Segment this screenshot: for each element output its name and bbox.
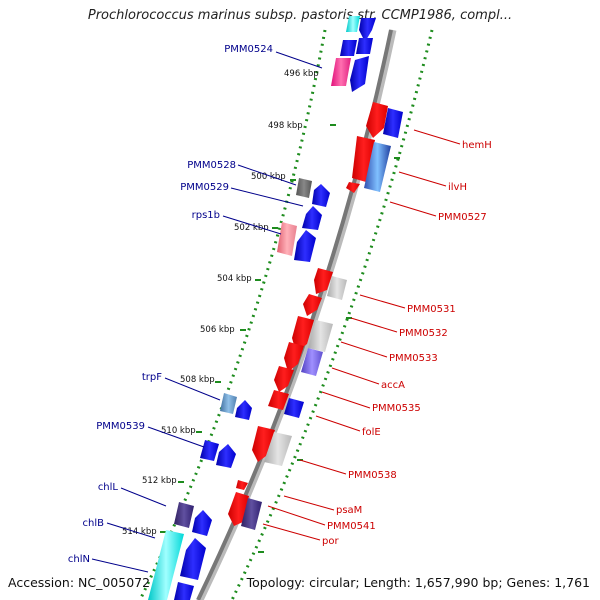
gene-block [292,316,314,352]
tick-label-496: 496 kbp [284,69,319,79]
gene-label-pmm0539[interactable]: PMM0539 [96,421,145,432]
gene-label-chln[interactable]: chlN [68,554,90,565]
gene-block [220,393,237,414]
gene-label-por[interactable]: por [322,536,339,547]
gene-label-ilvh[interactable]: ilvH [448,182,467,193]
gene-block [352,136,375,182]
gene-block [180,538,206,580]
gene-label-trpf[interactable]: trpF [142,372,162,383]
gene-block [174,582,194,600]
gene-block [356,38,373,54]
forward-dotted-track [138,29,327,600]
gene-label-pmm0532[interactable]: PMM0532 [399,328,448,339]
tick-label-504: 504 kbp [217,274,252,284]
gene-block [284,342,304,372]
gene-block [296,178,312,198]
gene-block [302,206,322,230]
gene-block [314,268,333,294]
gene-block [340,40,357,56]
gene-block [174,502,194,528]
gene-label-pmm0533[interactable]: PMM0533 [389,353,438,364]
forward-genes [148,16,376,600]
gene-label-pmm0527[interactable]: PMM0527 [438,212,487,223]
reverse-label-leaders [262,129,461,541]
gene-label-acca[interactable]: accA [381,380,405,391]
gene-label-chlb[interactable]: chlB [83,518,105,529]
gene-block [301,348,323,376]
gene-block [364,142,391,192]
gene-block [200,440,219,461]
tick-label-500: 500 kbp [251,172,286,182]
gene-label-pmm0538[interactable]: PMM0538 [348,470,397,481]
gene-block [350,56,369,92]
gene-label-hemh[interactable]: hemH [462,140,492,151]
gene-label-rps1b[interactable]: rps1b [192,210,220,221]
gene-block [241,498,262,530]
tick-label-514: 514 kbp [122,527,157,537]
gene-label-psam[interactable]: psaM [336,505,362,516]
gene-block [192,510,212,536]
gene-label-pmm0524[interactable]: PMM0524 [224,44,273,55]
gene-label-pmm0535[interactable]: PMM0535 [372,403,421,414]
tick-label-506: 506 kbp [200,325,235,335]
tick-label-512: 512 kbp [142,476,177,486]
topology-summary: Topology: circular; Length: 1,657,990 bp… [246,575,590,590]
gene-block [236,480,248,490]
gene-block [252,426,275,462]
tick-label-498: 498 kbp [268,121,303,131]
gene-label-pmm0541[interactable]: PMM0541 [327,521,376,532]
forward-label-leaders [91,51,323,573]
gene-label-fole[interactable]: folE [362,427,381,438]
gene-block [327,276,347,300]
gene-label-pmm0528[interactable]: PMM0528 [187,160,236,171]
tick-label-510: 510 kbp [161,426,196,436]
gene-block [274,366,294,392]
gene-block [346,182,360,193]
gene-block [346,16,360,32]
gene-label-pmm0529[interactable]: PMM0529 [180,182,229,193]
gene-label-chll[interactable]: chlL [98,482,119,493]
gene-block [303,294,322,316]
gene-block [235,400,252,420]
gene-block [308,320,333,352]
gene-block [277,222,297,256]
gene-block [284,398,304,418]
gene-block [383,108,403,138]
tick-label-502: 502 kbp [234,223,269,233]
gene-block [148,530,184,600]
gene-block [268,390,289,410]
map-title: Prochlorococcus marinus subsp. pastoris … [87,8,513,23]
gene-block [264,432,292,466]
gene-block [312,184,330,207]
gene-block [359,18,376,42]
accession-text: Accession: NC_005072 [8,575,151,590]
gene-block [331,58,351,86]
tick-marks-right [258,157,400,553]
gene-label-pmm0531[interactable]: PMM0531 [407,304,456,315]
tick-label-508: 508 kbp [180,375,215,385]
reverse-genes [228,102,403,530]
gene-block [216,444,236,468]
gene-block [294,230,316,262]
gene-block [366,102,388,138]
